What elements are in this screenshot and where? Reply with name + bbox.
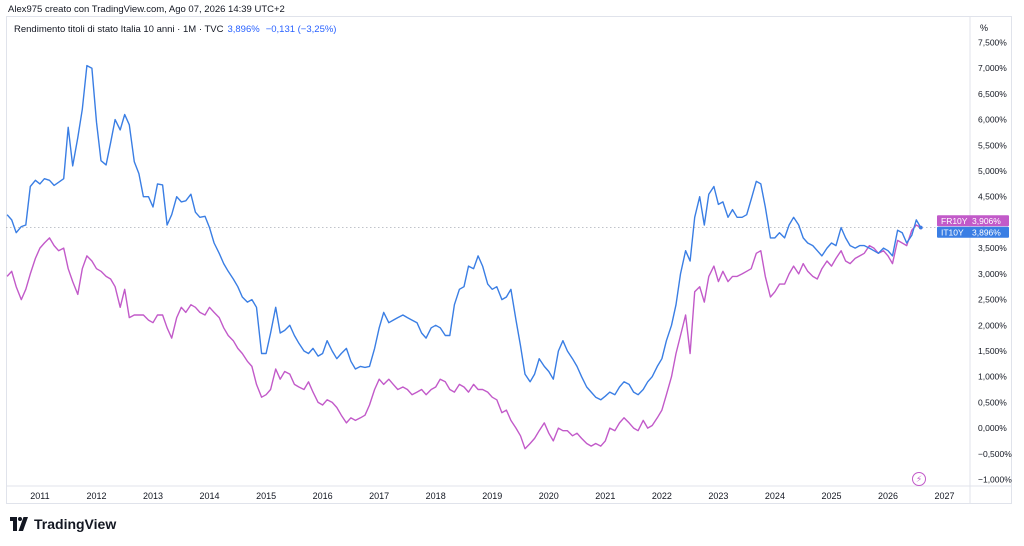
x-tick-label: 2019 (482, 491, 502, 501)
y-tick-label: 3,500% (978, 243, 1007, 253)
series-value-label: 3,896% (972, 227, 1001, 237)
legend-title: Rendimento titoli di stato Italia 10 ann… (14, 24, 224, 35)
series-name-label: IT10Y (941, 227, 964, 237)
y-tick-label: −1,000% (978, 475, 1012, 485)
y-tick-label: 3,000% (978, 269, 1007, 279)
y-tick-label: 1,500% (978, 346, 1007, 356)
legend-value: 3,896% (227, 24, 260, 35)
lightning-icon[interactable]: ⚡ (912, 472, 926, 486)
x-tick-label: 2018 (426, 491, 446, 501)
x-tick-label: 2026 (878, 491, 898, 501)
y-tick-label: 0,000% (978, 423, 1007, 433)
chart-legend[interactable]: Rendimento titoli di stato Italia 10 ann… (14, 24, 336, 35)
y-tick-label: −0,500% (978, 449, 1012, 459)
x-tick-label: 2025 (821, 491, 841, 501)
price-label-bg-fr10y (937, 215, 1009, 227)
series-value-label: 3,906% (972, 216, 1001, 226)
x-tick-label: 2012 (86, 491, 106, 501)
y-tick-label: 6,500% (978, 89, 1007, 99)
series-last-point-it10y (919, 225, 923, 230)
series-name-label: FR10Y (941, 216, 968, 226)
legend-change: −0,131 (−3,25%) (265, 24, 337, 35)
x-tick-label: 2015 (256, 491, 276, 501)
y-tick-label: 7,000% (978, 63, 1007, 73)
y-tick-label: 2,000% (978, 320, 1007, 330)
brand-name: TradingView (34, 516, 117, 532)
x-tick-label: 2017 (369, 491, 389, 501)
tradingview-logo-icon (10, 517, 28, 531)
y-tick-label: 0,500% (978, 397, 1007, 407)
x-tick-label: 2024 (765, 491, 785, 501)
x-tick-label: 2023 (708, 491, 728, 501)
y-tick-label: 4,500% (978, 192, 1007, 202)
x-tick-label: 2020 (539, 491, 559, 501)
y-tick-label: 2,500% (978, 295, 1007, 305)
x-tick-label: 2011 (30, 491, 49, 501)
y-tick-label: 6,000% (978, 115, 1007, 125)
price-label-bg-it10y (937, 226, 1009, 238)
x-tick-label: 2014 (200, 491, 220, 501)
y-tick-label: 1,000% (978, 372, 1007, 382)
y-tick-label: 5,500% (978, 140, 1007, 150)
series-line-it10y (6, 64, 922, 401)
series-line-fr10y (6, 224, 922, 450)
price-axis-unit: % (980, 23, 988, 33)
tradingview-brand: TradingView (8, 516, 116, 532)
x-tick-label: 2016 (313, 491, 333, 501)
x-tick-label: 2027 (935, 491, 955, 501)
x-tick-label: 2022 (652, 491, 672, 501)
y-tick-label: 5,000% (978, 166, 1007, 176)
y-tick-label: 7,500% (978, 38, 1007, 48)
chart-credit: Alex975 creato con TradingView.com, Ago … (8, 4, 285, 15)
x-tick-label: 2013 (143, 491, 163, 501)
x-tick-label: 2021 (595, 491, 615, 501)
chart-frame (6, 16, 1012, 504)
